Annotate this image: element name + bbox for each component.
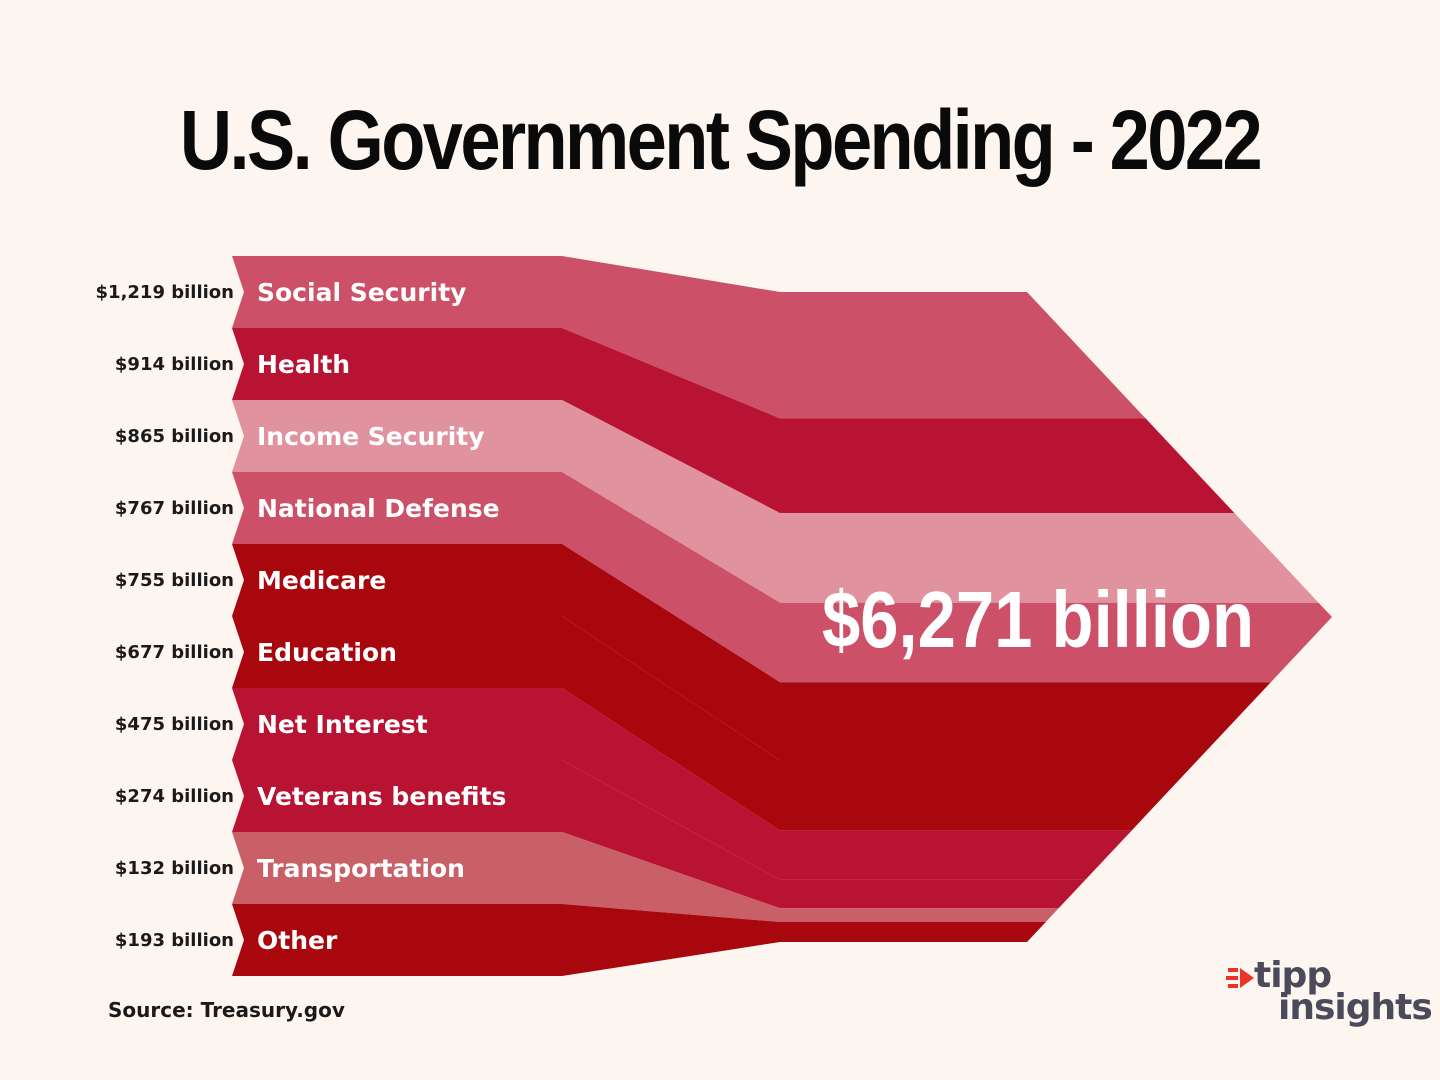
- category-label: Education: [257, 638, 397, 667]
- category-label: Income Security: [257, 422, 485, 451]
- flow-band-transportation: [232, 832, 1059, 922]
- value-label: $865 billion: [114, 425, 234, 447]
- category-label: Medicare: [257, 566, 386, 595]
- flow-band-medicare: [232, 544, 1271, 761]
- total-label: $6,271 billion: [822, 575, 1255, 664]
- flow-band-health: [232, 328, 1235, 514]
- value-label: $132 billion: [114, 857, 234, 879]
- category-label: National Defense: [257, 494, 500, 523]
- flow-band-education: [232, 616, 1198, 831]
- category-label: Net Interest: [257, 710, 428, 739]
- logo-arrow-icon: [1226, 968, 1254, 988]
- tipp-insights-logo: tipp insights: [1226, 955, 1433, 1028]
- source-note: Source: Treasury.gov: [108, 998, 345, 1022]
- category-label: Other: [257, 926, 338, 955]
- value-label: $193 billion: [114, 929, 234, 951]
- flow-band-veterans-benefits: [232, 760, 1086, 909]
- value-label: $767 billion: [114, 497, 234, 519]
- category-label: Veterans benefits: [257, 782, 506, 811]
- flow-band-other: [232, 904, 1046, 978]
- value-label: $677 billion: [114, 641, 234, 663]
- flow-band-social-security: [232, 256, 1146, 419]
- category-label: Transportation: [257, 854, 465, 883]
- value-label: $914 billion: [114, 353, 234, 375]
- flow-band-income-security: [232, 400, 1319, 603]
- chart-title: U.S. Government Spending - 2022: [179, 93, 1263, 187]
- category-label: Social Security: [257, 278, 466, 307]
- logo-word-tipp: tipp: [1254, 955, 1332, 996]
- category-label: Health: [257, 350, 350, 379]
- value-label: $1,219 billion: [95, 281, 234, 303]
- logo-word-insights: insights: [1278, 987, 1433, 1028]
- flow-band-national-defense: [232, 472, 1332, 683]
- value-label: $475 billion: [114, 713, 234, 735]
- flow-band-net-interest: [232, 688, 1132, 880]
- value-label: $274 billion: [114, 785, 234, 807]
- value-label: $755 billion: [114, 569, 234, 591]
